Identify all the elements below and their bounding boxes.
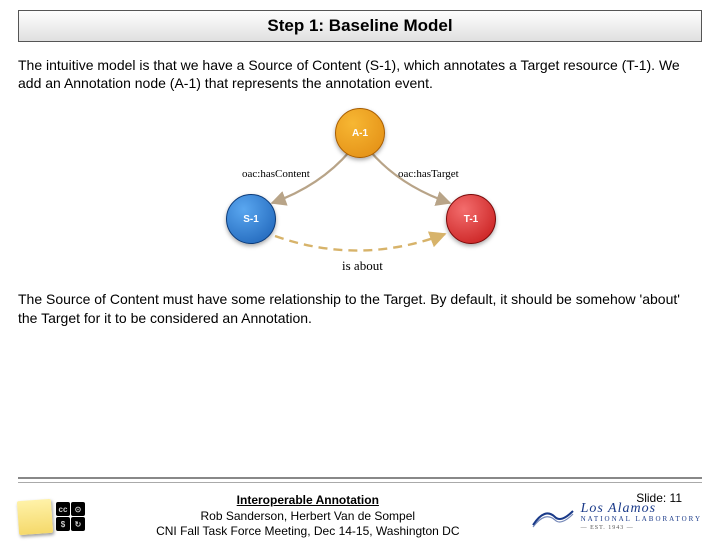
intro-paragraph: The intuitive model is that we have a So…	[18, 56, 702, 92]
edge-label-hastarget: oac:hasTarget	[398, 168, 459, 180]
summary-paragraph: The Source of Content must have some rel…	[18, 290, 702, 326]
lanl-logo: Los Alamos NATIONAL LABORATORY — EST. 19…	[531, 502, 702, 531]
talk-title: Interoperable Annotation	[99, 493, 517, 509]
node-label: A-1	[352, 128, 368, 139]
divider	[18, 477, 702, 479]
lanl-mark-icon	[531, 505, 575, 529]
lanl-established: — EST. 1943 —	[581, 525, 702, 531]
edge-label-isabout: is about	[342, 258, 383, 274]
node-label: S-1	[243, 214, 259, 225]
edge-label-hascontent: oac:hasContent	[242, 168, 310, 180]
node-target: T-1	[446, 194, 496, 244]
venue: CNI Fall Task Force Meeting, Dec 14-15, …	[99, 524, 517, 540]
authors: Rob Sanderson, Herbert Van de Sompel	[99, 509, 517, 525]
sa-icon: ↻	[71, 517, 85, 531]
footer-credits: Interoperable Annotation Rob Sanderson, …	[99, 493, 517, 540]
node-annotation: A-1	[335, 108, 385, 158]
node-label: T-1	[464, 214, 478, 225]
lanl-subname: NATIONAL LABORATORY	[581, 516, 702, 523]
by-icon: ⊙	[71, 502, 85, 516]
footer-badges: cc ⊙ $ ↻	[18, 500, 85, 534]
node-source: S-1	[226, 194, 276, 244]
divider-thin	[18, 482, 702, 483]
sticky-note-icon	[17, 498, 53, 534]
baseline-model-diagram: A-1 S-1 T-1 oac:hasContent oac:hasTarget…	[180, 106, 540, 276]
nc-icon: $	[56, 517, 70, 531]
cc-license-icons: cc ⊙ $ ↻	[56, 502, 85, 531]
slide-number: Slide: 11	[636, 491, 682, 505]
cc-icon: cc	[56, 502, 70, 516]
slide-footer: Slide: 11 cc ⊙ $ ↻ Interoperable Annotat…	[0, 477, 720, 540]
slide-title: Step 1: Baseline Model	[18, 10, 702, 42]
